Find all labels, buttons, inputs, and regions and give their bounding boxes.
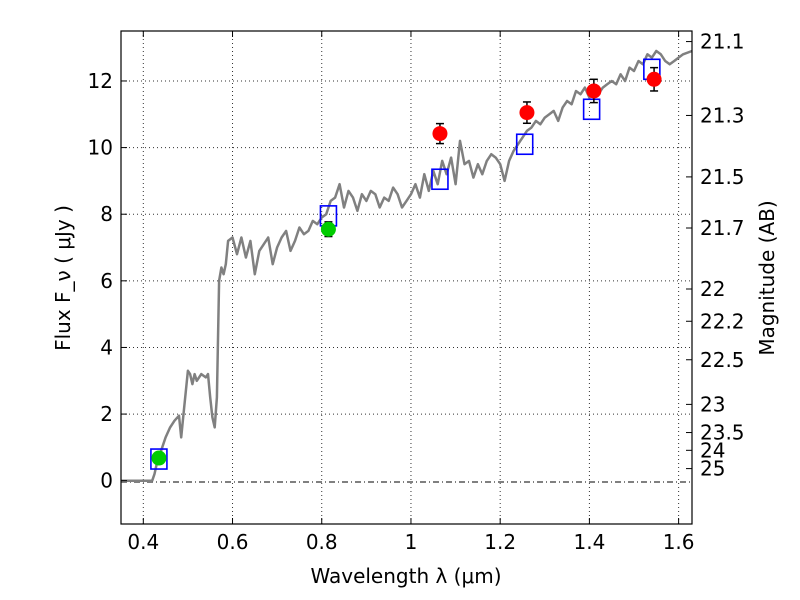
sed-model-line	[121, 49, 693, 482]
mag-tick-label: 21.7	[700, 216, 745, 240]
ground-obs-point	[151, 450, 167, 466]
mag-tick-label: 21.1	[700, 30, 745, 54]
space-obs-point	[519, 105, 535, 121]
space-obs-point	[432, 126, 448, 142]
y-tick-labels: 0 2 4 6 8 10 12	[88, 69, 113, 493]
mag-tick-label: 21.3	[700, 103, 745, 127]
photometry-points	[150, 58, 662, 470]
x-tick-label: 0.6	[217, 530, 249, 554]
y-tick-label: 0	[100, 469, 113, 493]
model-photometry-box	[582, 98, 601, 121]
axis-ticks	[121, 31, 692, 524]
x-tick-label: 0.4	[127, 530, 159, 554]
y2-axis-label: Magnitude (AB)	[755, 200, 779, 355]
model-photometry-box	[431, 168, 449, 191]
y-tick-label: 2	[100, 402, 113, 426]
model-photometry-box	[150, 448, 168, 470]
mag-tick-label: 22.5	[700, 348, 745, 372]
mag-tick-label: 23.5	[700, 421, 745, 445]
mag-tick-label: 23	[700, 392, 725, 416]
mag-tick-label: 25	[700, 457, 725, 481]
space-obs-point	[646, 71, 662, 87]
mag-tick-label: 22.2	[700, 309, 745, 333]
x-tick-label: 1	[405, 530, 418, 554]
mag-tick-label: 21.5	[700, 165, 745, 189]
grid-lines	[121, 31, 692, 524]
mag-tick-label: 24	[700, 438, 725, 462]
x-axis-label: Wavelength λ (μm)	[310, 564, 501, 588]
ground-obs-point	[320, 221, 336, 237]
x-tick-label: 1.6	[663, 530, 695, 554]
plot-frame	[120, 30, 693, 525]
x-tick-label: 1.2	[484, 530, 516, 554]
x-tick-label: 1.4	[573, 530, 605, 554]
y-tick-label: 8	[100, 202, 113, 226]
y-axis-label: Flux F_ν ( μJy )	[51, 205, 75, 351]
y-tick-label: 12	[88, 69, 113, 93]
model-photometry-box	[515, 133, 534, 156]
y-tick-label: 6	[100, 269, 113, 293]
mag-tick-label: 22	[700, 277, 725, 301]
x-tick-label: 0.8	[306, 530, 338, 554]
sed-model-curve	[121, 49, 693, 482]
y-tick-label: 4	[100, 335, 113, 359]
space-obs-point	[586, 83, 602, 99]
y-tick-label: 10	[88, 136, 113, 160]
x-tick-labels: 0.4 0.6 0.8 1 1.2 1.4 1.6	[127, 530, 694, 554]
